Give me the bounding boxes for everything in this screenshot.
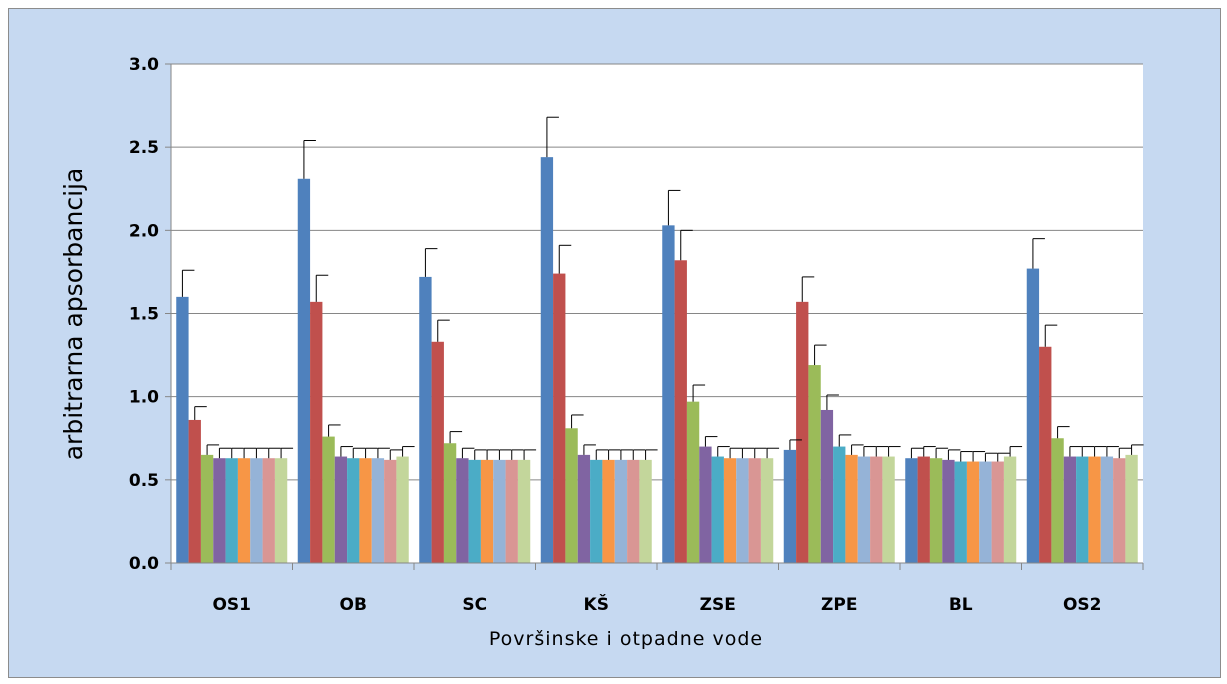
bar [250,458,263,563]
bar [176,296,189,563]
y-tick-label: 2.0 [129,221,159,241]
bar [820,409,834,563]
bar [347,458,360,563]
y-tick-label: 2.5 [129,138,159,158]
x-tick-label: KŠ [584,593,609,615]
bar [1088,456,1101,563]
bar [237,458,251,563]
bar [322,436,335,563]
bar [686,401,700,563]
bar [845,454,858,563]
bar [954,461,967,563]
chart-area: 0.0 0.5 1.0 1.5 2.0 2.5 3.0 OS1 OB SC KŠ ZSE ZPE BL O… [8,8,1221,678]
bar [480,459,494,563]
x-tick-label: ZSE [700,595,736,615]
bars [176,157,1138,564]
bar [783,449,797,563]
bar [213,458,226,563]
bar [1113,458,1126,563]
bar [1039,346,1052,563]
bar [1076,456,1089,563]
bar [505,459,518,563]
bar [674,260,687,563]
bar [966,461,980,563]
bar [905,458,918,563]
bar [225,458,238,563]
y-tick-label: 0.5 [129,471,159,491]
bar [882,456,895,563]
y-tick-label: 1.5 [129,305,159,325]
error-bars [181,116,1144,462]
bar [200,454,214,563]
bar [699,446,712,563]
bar [590,459,603,563]
x-tick-label: BL [949,595,973,615]
bar [188,419,201,563]
bar [942,459,955,563]
bar [614,459,628,563]
bar-chart: 0.00.51.01.52.02.53.0 OS1 OB SC KŠ ZSE ZPE BL O… [59,55,1144,650]
bar [1063,456,1077,563]
bar [456,458,469,563]
bar [553,273,566,563]
x-tick-label: OS1 [212,595,251,615]
bar [493,459,506,563]
bar [334,456,348,563]
bar [384,459,397,563]
bar [748,458,761,563]
x-tick-label: ZPE [821,595,857,615]
bar [468,459,481,563]
bar [540,157,554,563]
bar [1125,454,1138,563]
axes [165,63,1144,570]
bar [991,461,1004,563]
bar [1003,456,1017,563]
bar [723,458,737,563]
x-tick-label: SC [462,595,487,615]
bar [419,276,432,563]
bar [808,365,821,563]
y-tick-label: 0.0 [129,554,159,574]
bar [262,458,275,563]
bar [929,458,943,563]
bar [371,458,385,563]
bar [711,456,724,563]
bar [833,446,846,563]
bar [1100,456,1114,563]
bar [1026,268,1040,563]
bar [517,459,531,563]
bar [443,443,457,563]
bar [274,458,288,563]
bar [979,461,992,563]
bar [1051,438,1064,563]
bar [639,459,652,563]
bar [602,459,615,563]
bar [359,458,372,563]
bar [796,301,809,563]
bar [431,341,444,563]
bar [857,456,871,563]
y-axis-title: arbitrarna apsorbancija [59,168,88,461]
bar [627,459,640,563]
x-tick-label: OS2 [1063,595,1102,615]
y-tick-labels: 0.0 0.5 1.0 1.5 2.0 2.5 3.0 [129,55,159,574]
x-tick-labels: OS1 OB SC KŠ ZSE ZPE BL OS2 [212,593,1101,615]
bar [565,428,578,563]
bar [736,458,749,563]
bar [917,456,930,563]
x-axis-title: Površinske i otpadne vode [489,628,763,650]
bar [297,178,311,563]
bar [760,458,774,563]
bar [396,456,409,563]
y-tick-label: 1.0 [129,388,159,408]
x-tick-label: OB [340,595,367,615]
bar [310,301,323,563]
bar [662,225,675,564]
y-tick-label: 3.0 [129,55,159,75]
bar [870,456,883,563]
bar [577,454,591,563]
